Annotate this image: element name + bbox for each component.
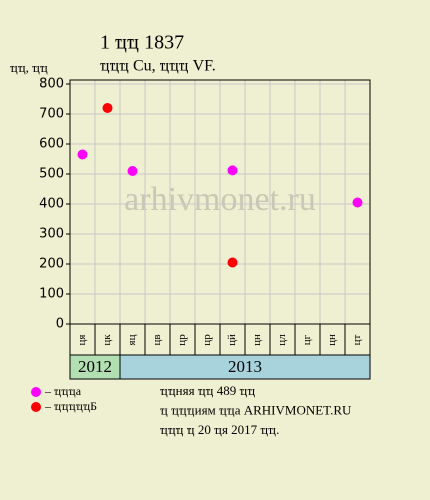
point [77,149,88,160]
y-tick-label: 800 [39,77,64,92]
footer-line: ҵҵҵ ҵ 20 ҵя 2017 ҵҵ. [160,422,279,437]
x-tick-label: цй [226,334,238,346]
y-axis-label: ҵҵ, ҵҵ [10,60,48,75]
y-tick-label: 400 [39,197,64,212]
footer-line: ҵҵняя ҵҵ 489 ҵҵ [160,383,255,398]
y-tick-label: 300 [39,227,64,242]
year-label: 2013 [228,357,262,376]
year-cell [69,354,121,380]
x-tick-label: цр [176,334,188,346]
year-label: 2012 [78,357,112,376]
chart-subtitle: ҵҵҵ Cu, ҵҵҵ VF. [100,58,216,75]
y-tick-label: 600 [39,137,64,152]
footer-line: ҵ ҵҵҵиям ҵҵа ARHIVMONET.RU [160,402,352,417]
chart-title: 1 ҵҵ 1837 [100,32,184,54]
point [102,103,113,113]
x-tick-label: цт [351,334,363,345]
category-frame [69,323,371,380]
point [227,257,238,268]
x-tick-label: цл [276,334,288,346]
y-tick-label: 700 [39,107,64,122]
point [227,165,238,176]
x-tick-label: цг [301,334,313,345]
y-tick-label: 500 [39,167,64,182]
y-tick-label: 200 [39,257,64,272]
point [352,197,363,208]
x-tick-label: цк [101,334,113,346]
x-tick-label: цв [151,334,163,345]
legend-marker [31,402,41,412]
legend-label: – ҵҵҵҵҵБ [44,399,97,413]
x-tick-label: цн [251,334,263,346]
y-tick-label: 0 [56,317,64,332]
x-tick-label: цн [326,334,338,346]
legend-marker [31,387,41,397]
x-tick-label: цр [201,334,213,346]
point [127,166,138,176]
x-tick-label: ця [76,335,88,346]
x-tick-label: яц [126,334,138,345]
legend-label: – ҵҵҵа [44,384,82,398]
y-tick-label: 100 [39,287,64,302]
